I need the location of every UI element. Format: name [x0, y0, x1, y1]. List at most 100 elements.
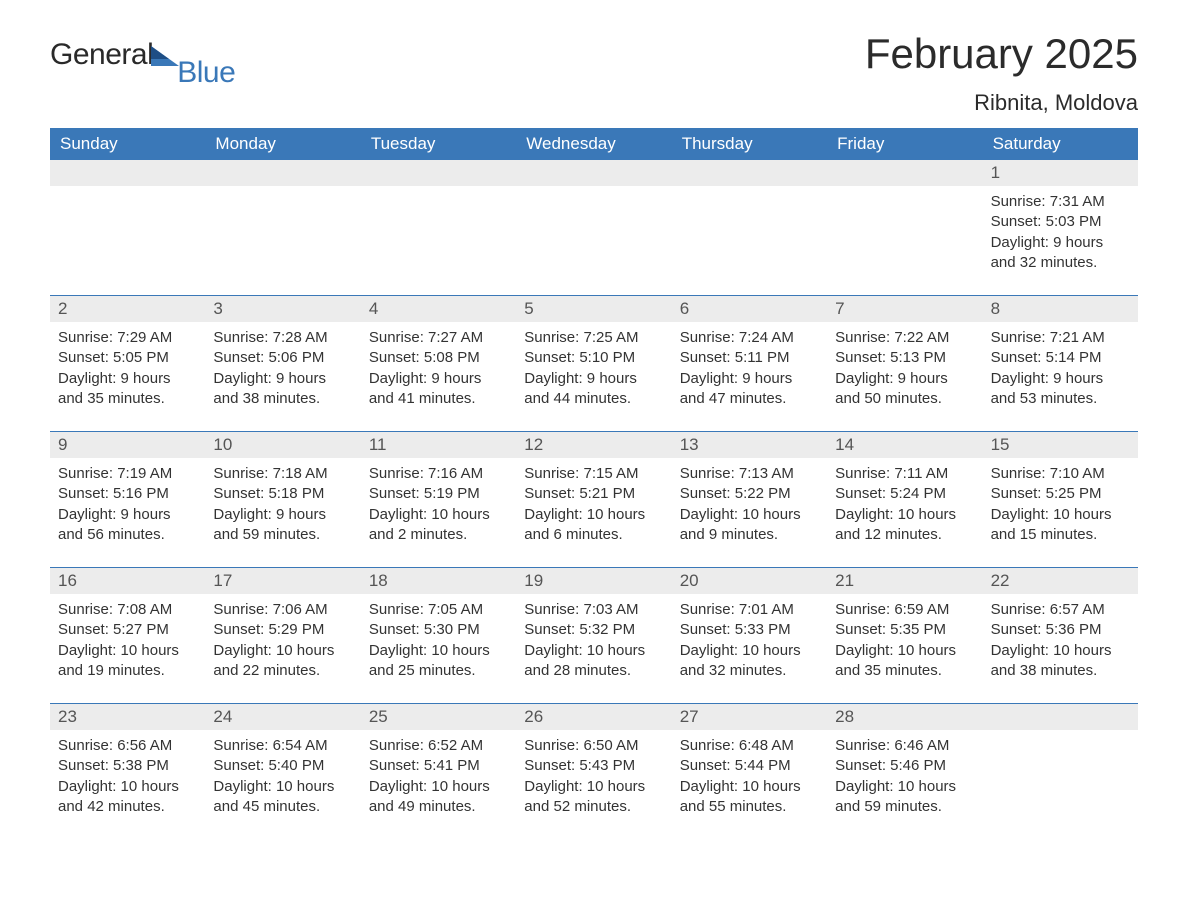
daylight-line-1: Daylight: 10 hours: [213, 641, 352, 661]
sunrise-line: Sunrise: 7:27 AM: [369, 328, 508, 348]
sunrise-line: Sunrise: 6:50 AM: [524, 736, 663, 756]
sunrise-line: Sunrise: 7:05 AM: [369, 600, 508, 620]
sunset-line: Sunset: 5:03 PM: [991, 212, 1130, 232]
daylight-line-1: Daylight: 10 hours: [213, 777, 352, 797]
day-number: 17: [205, 568, 360, 594]
weekday-header: Saturday: [983, 128, 1138, 160]
day-cell: Sunrise: 7:29 AMSunset: 5:05 PMDaylight:…: [50, 322, 205, 413]
weekday-header: Wednesday: [516, 128, 671, 160]
sunset-line: Sunset: 5:25 PM: [991, 484, 1130, 504]
week-row: 232425262728 Sunrise: 6:56 AMSunset: 5:3…: [50, 703, 1138, 821]
day-cell: Sunrise: 6:48 AMSunset: 5:44 PMDaylight:…: [672, 730, 827, 821]
day-cell: [205, 186, 360, 277]
daylight-line-1: Daylight: 10 hours: [991, 641, 1130, 661]
sunset-line: Sunset: 5:06 PM: [213, 348, 352, 368]
daylight-line-1: Daylight: 9 hours: [213, 369, 352, 389]
day-number: [672, 160, 827, 186]
day-number: [516, 160, 671, 186]
sunrise-line: Sunrise: 6:46 AM: [835, 736, 974, 756]
daylight-line-2: and 41 minutes.: [369, 389, 508, 409]
daylight-line-2: and 2 minutes.: [369, 525, 508, 545]
sunrise-line: Sunrise: 7:15 AM: [524, 464, 663, 484]
day-cell: Sunrise: 7:18 AMSunset: 5:18 PMDaylight:…: [205, 458, 360, 549]
brand-flag-icon: [151, 46, 179, 71]
day-cell: Sunrise: 7:08 AMSunset: 5:27 PMDaylight:…: [50, 594, 205, 685]
sunrise-line: Sunrise: 7:08 AM: [58, 600, 197, 620]
sunrise-line: Sunrise: 7:10 AM: [991, 464, 1130, 484]
daynum-row: 1: [50, 160, 1138, 186]
location-label: Ribnita, Moldova: [865, 90, 1138, 116]
month-title: February 2025: [865, 30, 1138, 78]
sunrise-line: Sunrise: 7:31 AM: [991, 192, 1130, 212]
sunset-line: Sunset: 5:46 PM: [835, 756, 974, 776]
day-number: 24: [205, 704, 360, 730]
brand-part2: Blue: [177, 56, 235, 90]
sunset-line: Sunset: 5:11 PM: [680, 348, 819, 368]
day-cell: Sunrise: 7:03 AMSunset: 5:32 PMDaylight:…: [516, 594, 671, 685]
weekday-header-row: SundayMondayTuesdayWednesdayThursdayFrid…: [50, 128, 1138, 160]
daylight-line-2: and 45 minutes.: [213, 797, 352, 817]
sunrise-line: Sunrise: 7:22 AM: [835, 328, 974, 348]
weekday-header: Monday: [205, 128, 360, 160]
sunset-line: Sunset: 5:24 PM: [835, 484, 974, 504]
sunrise-line: Sunrise: 7:13 AM: [680, 464, 819, 484]
day-cell: Sunrise: 6:59 AMSunset: 5:35 PMDaylight:…: [827, 594, 982, 685]
day-number: 1: [983, 160, 1138, 186]
day-number: [361, 160, 516, 186]
sunset-line: Sunset: 5:29 PM: [213, 620, 352, 640]
day-cell: [827, 186, 982, 277]
sunrise-line: Sunrise: 6:59 AM: [835, 600, 974, 620]
day-cell: Sunrise: 6:56 AMSunset: 5:38 PMDaylight:…: [50, 730, 205, 821]
day-cell: Sunrise: 7:24 AMSunset: 5:11 PMDaylight:…: [672, 322, 827, 413]
day-cell: Sunrise: 7:01 AMSunset: 5:33 PMDaylight:…: [672, 594, 827, 685]
daylight-line-2: and 32 minutes.: [680, 661, 819, 681]
title-block: February 2025 Ribnita, Moldova: [865, 30, 1138, 116]
daylight-line-1: Daylight: 9 hours: [680, 369, 819, 389]
day-number: 13: [672, 432, 827, 458]
sunset-line: Sunset: 5:40 PM: [213, 756, 352, 776]
day-number: [983, 704, 1138, 730]
sunrise-line: Sunrise: 7:24 AM: [680, 328, 819, 348]
sunset-line: Sunset: 5:30 PM: [369, 620, 508, 640]
day-number: 14: [827, 432, 982, 458]
daylight-line-2: and 42 minutes.: [58, 797, 197, 817]
day-cell: Sunrise: 6:52 AMSunset: 5:41 PMDaylight:…: [361, 730, 516, 821]
day-number: 18: [361, 568, 516, 594]
daylight-line-2: and 19 minutes.: [58, 661, 197, 681]
daylight-line-2: and 59 minutes.: [835, 797, 974, 817]
day-number: 11: [361, 432, 516, 458]
daylight-line-2: and 12 minutes.: [835, 525, 974, 545]
daylight-line-1: Daylight: 10 hours: [58, 641, 197, 661]
sunset-line: Sunset: 5:38 PM: [58, 756, 197, 776]
sunset-line: Sunset: 5:05 PM: [58, 348, 197, 368]
daylight-line-1: Daylight: 9 hours: [835, 369, 974, 389]
weekday-header: Friday: [827, 128, 982, 160]
daylight-line-2: and 9 minutes.: [680, 525, 819, 545]
day-number: 10: [205, 432, 360, 458]
sunrise-line: Sunrise: 7:18 AM: [213, 464, 352, 484]
day-number: 16: [50, 568, 205, 594]
daylight-line-2: and 35 minutes.: [58, 389, 197, 409]
daylight-line-2: and 56 minutes.: [58, 525, 197, 545]
daylight-line-1: Daylight: 10 hours: [680, 505, 819, 525]
daynum-row: 2345678: [50, 296, 1138, 322]
daylight-line-2: and 55 minutes.: [680, 797, 819, 817]
daynum-row: 9101112131415: [50, 432, 1138, 458]
day-number: [827, 160, 982, 186]
daylight-line-1: Daylight: 9 hours: [524, 369, 663, 389]
day-cell: Sunrise: 7:28 AMSunset: 5:06 PMDaylight:…: [205, 322, 360, 413]
sunrise-line: Sunrise: 7:16 AM: [369, 464, 508, 484]
sunset-line: Sunset: 5:36 PM: [991, 620, 1130, 640]
day-cell: Sunrise: 6:50 AMSunset: 5:43 PMDaylight:…: [516, 730, 671, 821]
day-number: 19: [516, 568, 671, 594]
brand-logo: General Blue: [50, 38, 243, 72]
sunrise-line: Sunrise: 6:48 AM: [680, 736, 819, 756]
daylight-line-2: and 25 minutes.: [369, 661, 508, 681]
day-number: 6: [672, 296, 827, 322]
daylight-line-1: Daylight: 10 hours: [369, 641, 508, 661]
day-number: 27: [672, 704, 827, 730]
sunset-line: Sunset: 5:41 PM: [369, 756, 508, 776]
week-row: 9101112131415Sunrise: 7:19 AMSunset: 5:1…: [50, 431, 1138, 549]
daylight-line-2: and 15 minutes.: [991, 525, 1130, 545]
day-number: 12: [516, 432, 671, 458]
